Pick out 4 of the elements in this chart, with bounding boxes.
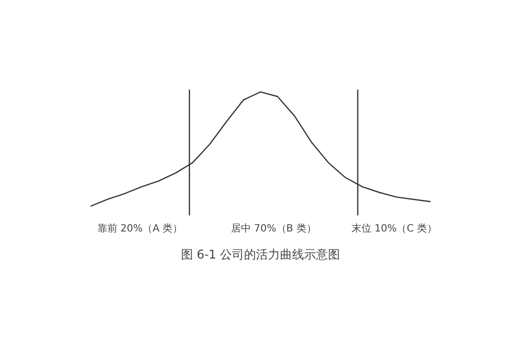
text: 靠前 20%（A 类） [97,222,183,235]
text: 末位 10%（C 类） [351,222,437,235]
text: 居中 70%（B 类） [230,222,316,235]
text: 图 6-1 公司的活力曲线示意图 [180,248,340,262]
